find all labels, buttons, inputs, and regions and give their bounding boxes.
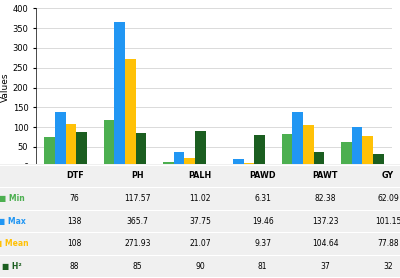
Text: PALH: PALH: [188, 171, 212, 180]
Bar: [254, 135, 265, 167]
Bar: [233, 159, 244, 167]
Text: 77.88: 77.88: [377, 239, 399, 248]
Bar: [303, 125, 314, 167]
Text: 21.07: 21.07: [189, 239, 211, 248]
Text: 104.64: 104.64: [312, 239, 339, 248]
Bar: [292, 112, 303, 167]
Bar: [341, 142, 352, 167]
Text: 37.75: 37.75: [189, 217, 211, 225]
Text: 138: 138: [68, 217, 82, 225]
Text: 271.93: 271.93: [124, 239, 150, 248]
Text: 81: 81: [258, 262, 268, 271]
Text: 62.09: 62.09: [377, 194, 399, 203]
Text: PH: PH: [131, 171, 144, 180]
Bar: [55, 112, 66, 167]
Bar: [314, 152, 324, 167]
Text: 11.02: 11.02: [189, 194, 211, 203]
Text: ■ H²: ■ H²: [2, 262, 22, 271]
Bar: [114, 22, 125, 167]
Text: 117.57: 117.57: [124, 194, 150, 203]
Bar: [244, 163, 254, 167]
Bar: [44, 137, 55, 167]
Y-axis label: Values: Values: [1, 73, 10, 102]
Text: 101.15: 101.15: [375, 217, 400, 225]
Text: 90: 90: [195, 262, 205, 271]
Text: PAWT: PAWT: [312, 171, 338, 180]
Text: PAWD: PAWD: [250, 171, 276, 180]
Text: 365.7: 365.7: [126, 217, 148, 225]
Text: 6.31: 6.31: [254, 194, 271, 203]
Bar: [125, 59, 136, 167]
Bar: [195, 131, 206, 167]
Text: 82.38: 82.38: [314, 194, 336, 203]
Bar: [184, 158, 195, 167]
Text: 19.46: 19.46: [252, 217, 274, 225]
Bar: [76, 132, 87, 167]
Text: DTF: DTF: [66, 171, 84, 180]
Text: 37: 37: [320, 262, 330, 271]
Bar: [222, 164, 233, 167]
Text: 76: 76: [70, 194, 80, 203]
Bar: [104, 120, 114, 167]
Bar: [163, 162, 174, 167]
Text: 85: 85: [132, 262, 142, 271]
Bar: [136, 133, 146, 167]
Text: ■ Max: ■ Max: [0, 217, 26, 225]
Text: 9.37: 9.37: [254, 239, 271, 248]
Bar: [282, 134, 292, 167]
Text: GY: GY: [382, 171, 394, 180]
Bar: [352, 127, 362, 167]
Text: ■ Min: ■ Min: [0, 194, 25, 203]
Text: 88: 88: [70, 262, 80, 271]
Text: ■ Mean: ■ Mean: [0, 239, 29, 248]
Bar: [66, 124, 76, 167]
Bar: [373, 154, 384, 167]
Text: 32: 32: [383, 262, 393, 271]
Text: 137.23: 137.23: [312, 217, 338, 225]
Bar: [174, 152, 184, 167]
Text: 108: 108: [68, 239, 82, 248]
Bar: [362, 136, 373, 167]
